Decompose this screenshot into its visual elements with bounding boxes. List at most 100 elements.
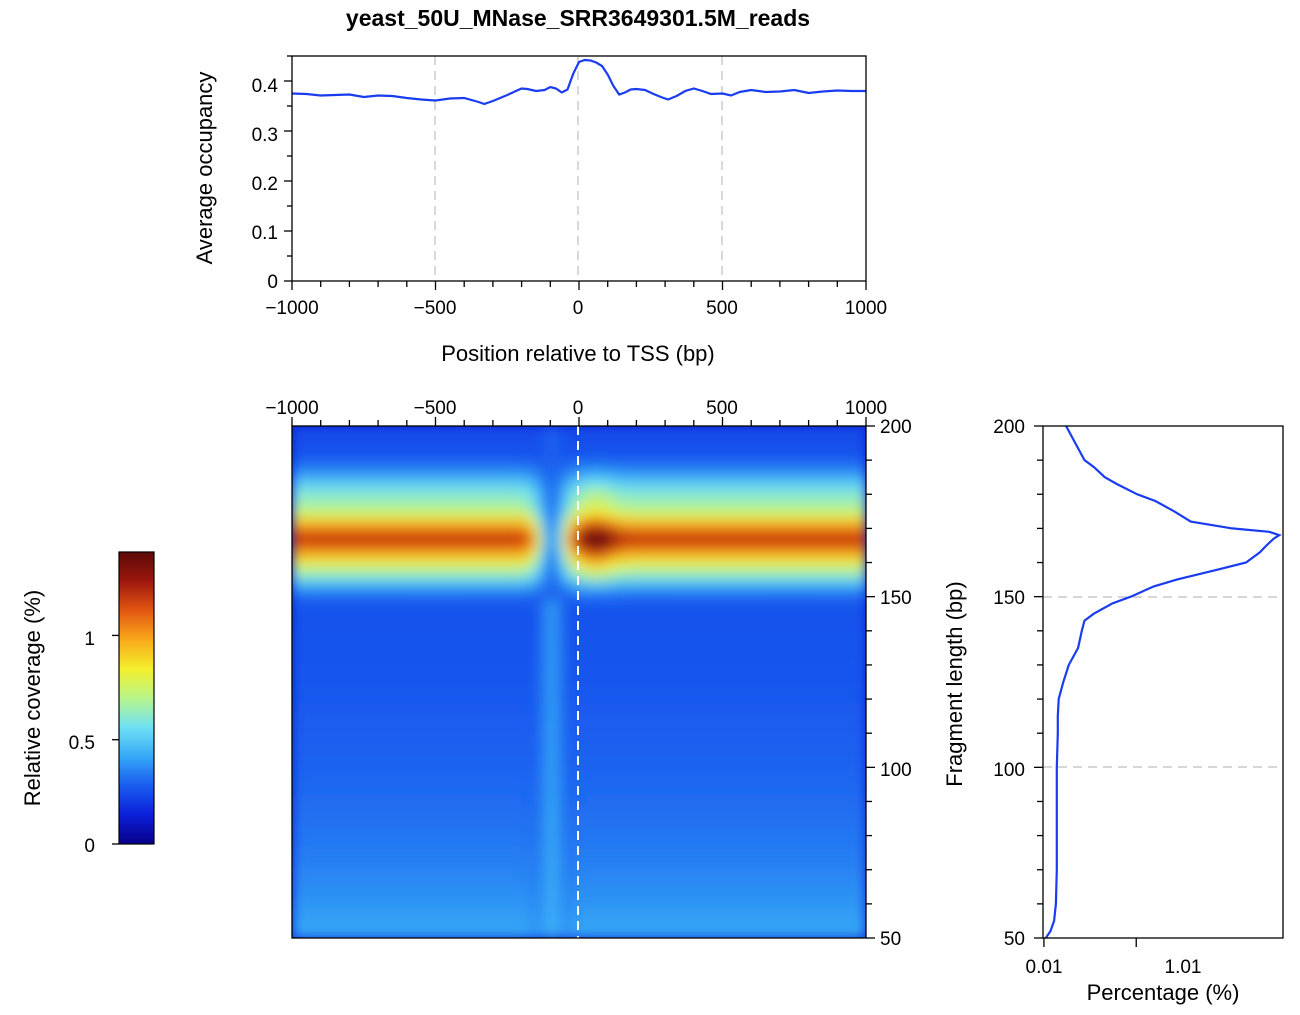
heatmap-cell bbox=[801, 497, 810, 509]
heatmap-cell bbox=[356, 610, 365, 622]
heatmap-cell bbox=[650, 661, 659, 673]
heatmap-cell bbox=[478, 774, 487, 785]
heatmap-cell bbox=[492, 446, 501, 458]
heatmap-cell bbox=[342, 497, 350, 509]
heatmap-cell bbox=[342, 548, 350, 560]
heatmap-cell bbox=[614, 630, 623, 642]
heatmap-cell bbox=[686, 497, 695, 509]
heatmap-cell bbox=[471, 456, 480, 468]
heatmap-cell bbox=[736, 661, 745, 673]
heatmap-cell bbox=[335, 497, 343, 509]
heatmap-cell bbox=[385, 446, 394, 458]
heatmap-cell bbox=[693, 682, 702, 693]
heatmap-cell bbox=[751, 620, 759, 632]
heatmap-cell bbox=[808, 723, 817, 734]
heatmap-cell bbox=[471, 804, 480, 816]
heatmap-cell bbox=[500, 620, 508, 632]
heatmap-cell bbox=[844, 835, 853, 847]
heatmap-cell bbox=[643, 600, 652, 611]
heatmap-cell bbox=[686, 723, 695, 734]
heatmap-cell bbox=[787, 917, 795, 929]
heatmap-cell bbox=[492, 733, 501, 744]
heatmap-cell bbox=[320, 528, 329, 540]
heatmap-cell bbox=[794, 579, 803, 591]
heatmap-cell bbox=[736, 620, 745, 632]
heatmap-cell bbox=[320, 436, 329, 447]
heatmap-cell bbox=[320, 651, 329, 663]
heatmap-cell bbox=[557, 856, 566, 867]
heatmap-cell bbox=[643, 774, 652, 785]
heatmap-cell bbox=[758, 866, 767, 878]
heatmap-cell bbox=[320, 671, 329, 683]
heatmap-cell bbox=[385, 651, 394, 663]
heatmap-cell bbox=[672, 507, 681, 519]
heatmap-cell bbox=[851, 487, 860, 499]
heatmap-cell bbox=[306, 569, 315, 581]
heatmap-cell bbox=[622, 538, 630, 550]
heatmap-cell bbox=[736, 733, 745, 744]
heatmap-cell bbox=[722, 559, 731, 570]
heatmap-cell bbox=[370, 692, 379, 703]
heatmap-cell bbox=[715, 815, 724, 826]
heatmap-cell bbox=[643, 610, 652, 622]
heatmap-cell bbox=[421, 630, 429, 642]
heatmap-cell bbox=[686, 518, 695, 529]
heatmap-cell bbox=[564, 507, 573, 519]
heatmap-cell bbox=[779, 507, 788, 519]
heatmap-cell bbox=[787, 589, 795, 601]
heatmap-cell bbox=[837, 897, 846, 908]
heatmap-cell bbox=[765, 630, 774, 642]
heatmap-cell bbox=[751, 507, 759, 519]
heatmap-cell bbox=[399, 538, 408, 550]
heatmap-cell bbox=[320, 569, 329, 581]
heatmap-cell bbox=[693, 835, 702, 847]
heatmap-cell bbox=[657, 426, 666, 437]
heatmap-cell bbox=[464, 651, 472, 663]
heatmap-cell bbox=[823, 753, 831, 765]
heatmap-cell bbox=[428, 784, 437, 796]
heatmap-cell bbox=[708, 477, 716, 488]
heatmap-cell bbox=[622, 804, 630, 816]
heatmap-cell bbox=[457, 538, 465, 550]
heatmap-cell bbox=[629, 682, 637, 693]
heatmap-cell bbox=[442, 528, 451, 540]
colorbar-tick-label-0: 0 bbox=[84, 836, 95, 857]
heatmap-cell bbox=[600, 835, 609, 847]
heatmap-cell bbox=[600, 579, 609, 591]
heatmap-cell bbox=[801, 487, 810, 499]
heatmap-cell bbox=[679, 804, 688, 816]
heatmap-cell bbox=[363, 845, 372, 857]
heatmap-cell bbox=[722, 856, 731, 867]
heatmap-cell bbox=[837, 446, 846, 458]
heatmap-cell bbox=[564, 794, 573, 806]
heatmap-cell bbox=[686, 712, 695, 724]
heatmap-cell bbox=[665, 467, 673, 478]
heatmap-cell bbox=[815, 804, 824, 816]
frag-ytick-label-150: 150 bbox=[993, 588, 1025, 609]
heatmap-cell bbox=[622, 487, 630, 499]
heatmap-cell bbox=[693, 651, 702, 663]
heatmap-x-ticks bbox=[291, 417, 867, 426]
heatmap-cell bbox=[765, 927, 774, 938]
heatmap-cell bbox=[571, 804, 580, 816]
heatmap-cell bbox=[844, 876, 853, 888]
heatmap-cell bbox=[729, 763, 738, 775]
heatmap-cell bbox=[528, 794, 537, 806]
heatmap-cell bbox=[758, 661, 767, 673]
heatmap-cell bbox=[370, 794, 379, 806]
heatmap-cell bbox=[471, 641, 480, 652]
heatmap-cell bbox=[851, 712, 860, 724]
heatmap-cell bbox=[521, 774, 530, 785]
heatmap-cell bbox=[449, 712, 458, 724]
heatmap-cell bbox=[722, 804, 731, 816]
heatmap-cell bbox=[528, 712, 537, 724]
heatmap-cell bbox=[787, 661, 795, 673]
heatmap-cell bbox=[657, 723, 666, 734]
heatmap-cell bbox=[858, 467, 866, 478]
heatmap-cell bbox=[521, 784, 530, 796]
heatmap-cell bbox=[507, 497, 516, 509]
heatmap-cell bbox=[464, 856, 472, 867]
heatmap-cell bbox=[844, 661, 853, 673]
heatmap-cell bbox=[744, 712, 752, 724]
heatmap-cell bbox=[672, 600, 681, 611]
